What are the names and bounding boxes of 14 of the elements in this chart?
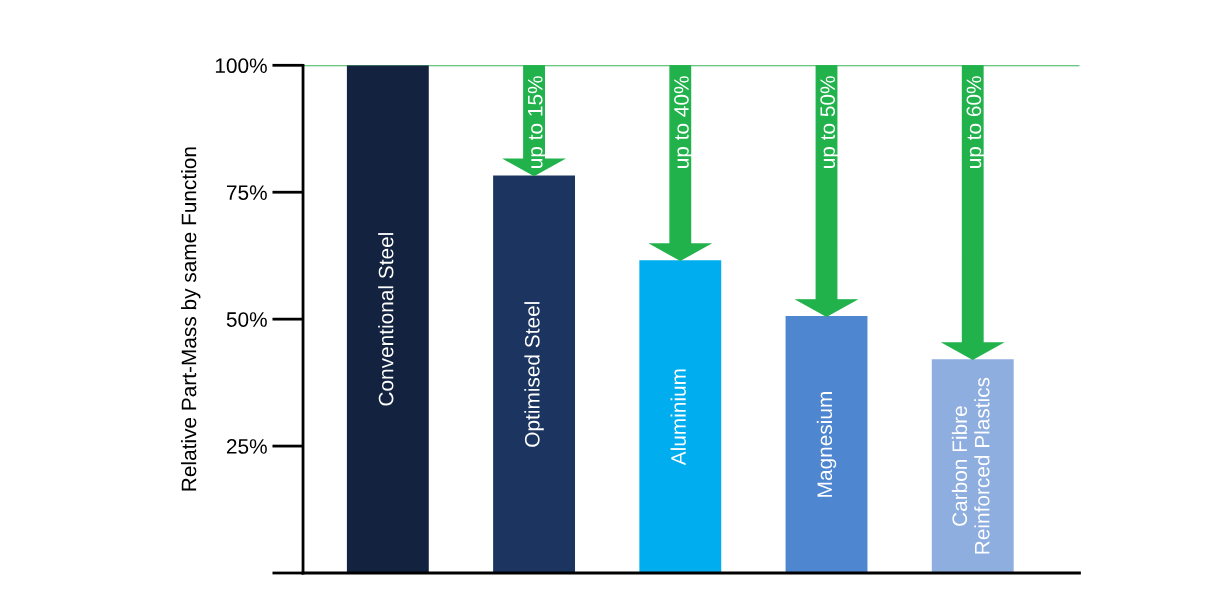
x-tick-label: Aluminium — [670, 369, 686, 466]
y-tick-label: 75% — [226, 185, 267, 200]
y-tick-label: 100% — [215, 58, 267, 74]
y-tick-label: 50% — [226, 312, 267, 327]
x-tick-label: Conventional Steel — [378, 233, 394, 406]
y-axis-title: Relative Part-Mass by same Function — [181, 147, 201, 491]
x-tick-label: Optimised Steel — [524, 302, 544, 447]
x-tick-label: Carbon Fibre Reinforced Plastics — [951, 377, 990, 554]
annotation: up to 40% — [674, 76, 693, 168]
x-tick-label: Magnesium — [816, 392, 837, 497]
y-tick-label: 25% — [226, 439, 267, 454]
annotation: up to 15% — [527, 76, 547, 168]
annotation: up to 50% — [820, 76, 840, 168]
annotation: up to 60% — [966, 76, 986, 168]
